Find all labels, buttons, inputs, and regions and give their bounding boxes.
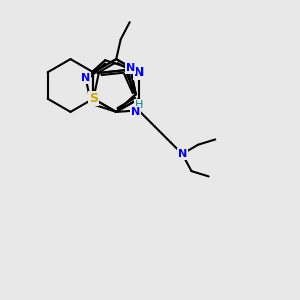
Text: N: N bbox=[178, 149, 187, 159]
Text: N: N bbox=[131, 107, 140, 117]
Text: S: S bbox=[89, 92, 98, 105]
Text: H: H bbox=[134, 100, 143, 110]
Text: N: N bbox=[126, 63, 135, 74]
Text: N: N bbox=[81, 73, 90, 83]
Text: N: N bbox=[134, 66, 144, 79]
